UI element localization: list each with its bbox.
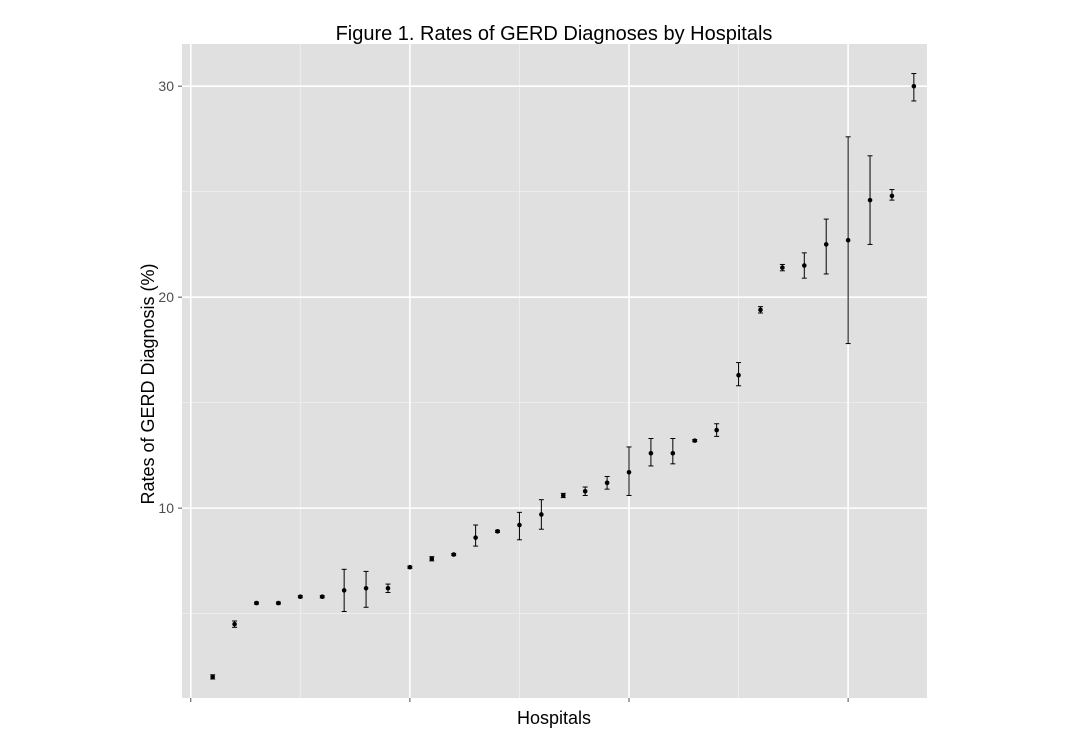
data-point bbox=[560, 493, 566, 498]
data-point bbox=[626, 469, 632, 475]
data-point bbox=[582, 488, 588, 494]
data-point bbox=[254, 600, 259, 606]
y-axis-ticks: 10 20 30 bbox=[158, 78, 182, 516]
y-tick-label: 30 bbox=[158, 78, 174, 94]
data-point bbox=[495, 529, 500, 534]
data-point bbox=[911, 83, 917, 89]
data-point bbox=[648, 450, 654, 456]
data-point bbox=[714, 427, 719, 433]
x-axis-ticks bbox=[190, 698, 849, 702]
plot-panel bbox=[182, 44, 927, 698]
data-point bbox=[823, 242, 829, 247]
chart-title: Figure 1. Rates of GERD Diagnoses by Hos… bbox=[336, 23, 773, 45]
data-point bbox=[429, 556, 435, 562]
data-point bbox=[341, 588, 347, 593]
data-point bbox=[298, 594, 303, 600]
data-point bbox=[210, 674, 215, 680]
y-tick-label: 10 bbox=[158, 500, 174, 516]
data-point bbox=[692, 438, 698, 443]
y-tick-label: 20 bbox=[158, 289, 174, 305]
data-point bbox=[517, 522, 522, 528]
data-points bbox=[210, 83, 917, 680]
data-point bbox=[845, 237, 851, 243]
data-point bbox=[670, 450, 676, 456]
data-point bbox=[736, 372, 741, 378]
data-point bbox=[363, 585, 369, 591]
y-axis-title: Rates of GERD Diagnosis (%) bbox=[138, 263, 158, 504]
data-point bbox=[801, 263, 807, 268]
data-point bbox=[889, 193, 895, 199]
data-point bbox=[407, 564, 413, 570]
data-point bbox=[604, 480, 610, 486]
data-point bbox=[451, 552, 457, 557]
data-point bbox=[385, 585, 391, 591]
data-point bbox=[539, 512, 544, 517]
data-point bbox=[867, 197, 873, 203]
data-point bbox=[473, 535, 478, 540]
data-point bbox=[319, 594, 325, 600]
data-point bbox=[232, 621, 237, 627]
data-point bbox=[276, 600, 281, 606]
x-axis-title: Hospitals bbox=[517, 708, 591, 728]
major-gridlines bbox=[182, 44, 927, 698]
data-point bbox=[758, 307, 763, 313]
data-point bbox=[780, 265, 785, 270]
